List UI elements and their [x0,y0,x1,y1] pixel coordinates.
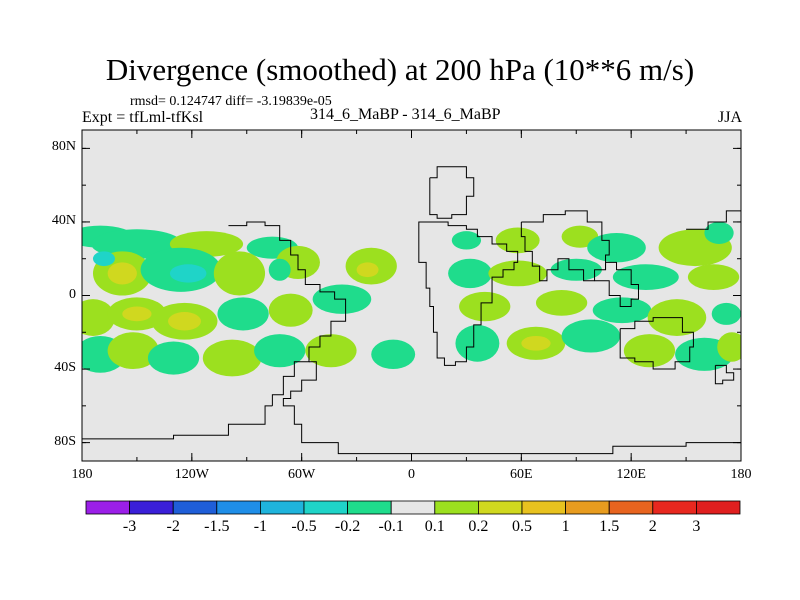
coastline [418,221,519,366]
divergence-negative-region [561,319,621,353]
divergence-positive-region [168,312,201,331]
colorbar-label: 3 [692,518,701,535]
colorbar-label: 1 [561,518,570,535]
divergence-positive-region [687,264,740,290]
y-tick-label: 80S [54,433,76,449]
divergence-negative-region [92,251,115,267]
divergence-negative-region [612,264,679,290]
coastline [686,203,741,230]
divergence-positive-region [213,251,266,296]
divergence-positive-region [495,227,540,254]
divergence-positive-region [535,289,588,316]
season-label: JJA [717,109,742,126]
coastline [520,210,610,282]
experiment-label: Expt = tfLml-tfKsl [82,109,204,126]
divergence-negative-region [704,221,734,245]
divergence-negative-region [169,264,207,283]
divergence-negative-region [711,302,741,325]
colorbar-swatch [129,500,174,515]
x-tick-label: 60W [288,467,316,482]
divergence-positive-region [305,334,357,368]
x-tick-label: 0 [408,467,415,482]
coastline [228,221,347,406]
x-tick-label: 180 [71,467,93,482]
divergence-negative-region [217,297,269,331]
divergence-positive-region [521,335,551,351]
coastline [714,364,735,385]
colorbar-swatch [434,500,479,515]
colorbar-label: -3 [122,518,137,535]
y-tick-label: 40N [51,212,76,228]
divergence-positive-region [356,262,379,278]
divergence-positive-region [561,225,599,248]
colorbar-label: 1.5 [599,518,620,535]
x-tick-label: 180 [730,467,752,482]
colorbar-swatch [85,500,130,515]
colorbar-label: -0.1 [378,518,404,535]
colorbar-swatch [652,500,697,515]
colorbar-label: 0.2 [468,518,489,535]
divergence-positive-region [202,339,262,377]
divergence-positive-region [623,334,676,368]
colorbar-swatch [303,500,348,515]
divergence-negative-region [254,334,306,368]
divergence-positive-region [268,293,313,327]
divergence-positive-region [717,332,741,362]
divergence-positive-region [82,299,115,336]
colorbar-swatch [216,500,261,515]
colorbar-swatch [696,500,741,515]
runs-label: 314_6_MaBP - 314_6_MaBP [310,106,501,123]
divergence-positive-region [122,306,152,322]
y-tick-label: 0 [69,286,76,302]
y-tick-label: 40S [54,360,76,376]
colorbar-label: -0.2 [334,518,361,535]
stats-text: rmsd= 0.124747 diff= -3.19839e-05 [130,94,332,109]
y-tick-label: 80N [51,139,76,155]
coastline [82,405,273,443]
divergence-negative-region [448,258,493,289]
colorbar-label: 0.5 [512,518,532,535]
divergence-negative-region [371,339,416,370]
plot-background [82,130,741,461]
chart-title: Divergence (smoothed) at 200 hPa (10**6 … [105,52,695,87]
divergence-positive-region [107,262,137,285]
divergence-negative-region [147,341,200,375]
colorbar-swatch [390,500,436,515]
colorbar-label: -1.5 [204,518,230,535]
colorbar-label: 2 [648,518,657,535]
divergence-negative-region [592,297,652,324]
colorbar-label: -2 [166,518,180,535]
divergence-positive-region [459,291,511,322]
colorbar-label: -1 [253,518,268,535]
x-tick-label: 120E [616,467,646,482]
colorbar-label: -0.5 [291,518,317,535]
coastline [594,261,639,308]
divergence-negative-region [587,232,646,263]
divergence-negative-region [451,231,482,250]
x-tick-label: 60E [510,467,533,482]
colorbar-swatch [477,500,523,515]
divergence-positive-region [488,260,547,287]
field-layer [82,166,741,455]
divergence-negative-region [268,258,291,281]
colorbar-swatch [521,500,566,515]
colorbar-swatch [565,500,610,515]
colorbar-swatch [608,500,654,515]
divergence-positive-region [107,332,159,370]
x-tick-label: 120W [174,467,209,482]
colorbar-label: 0.1 [424,518,445,535]
coastline [619,317,694,370]
coastline [429,166,475,219]
divergence-negative-region [455,324,500,362]
colorbar-swatch [259,500,305,515]
colorbar-swatch [172,500,218,515]
coastline [282,361,741,455]
colorbar-swatch [347,500,392,515]
